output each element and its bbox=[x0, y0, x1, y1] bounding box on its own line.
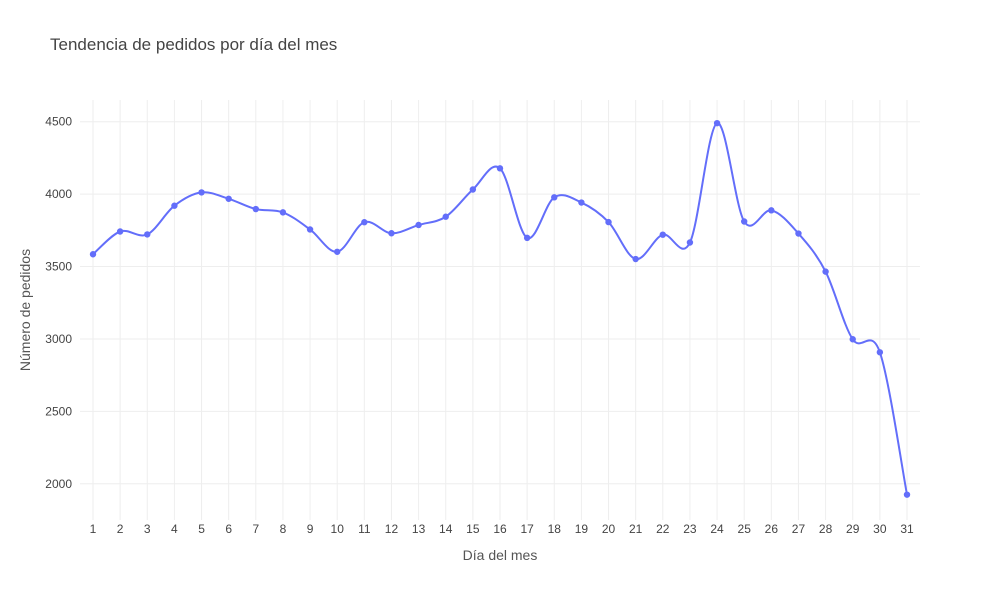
x-tick-label: 16 bbox=[493, 522, 507, 536]
y-tick-label: 3000 bbox=[45, 332, 72, 346]
grid bbox=[80, 100, 920, 520]
x-tick-label: 22 bbox=[656, 522, 670, 536]
data-point bbox=[903, 491, 911, 498]
data-point bbox=[334, 248, 341, 255]
x-tick-label: 30 bbox=[873, 522, 887, 536]
data-point bbox=[306, 226, 314, 233]
y-tick-label: 4500 bbox=[45, 115, 72, 129]
x-tick-label: 28 bbox=[819, 522, 833, 536]
data-point bbox=[361, 219, 368, 226]
x-tick-label: 29 bbox=[846, 522, 860, 536]
data-point bbox=[279, 209, 287, 216]
x-tick-label: 3 bbox=[144, 522, 151, 536]
x-tick-label: 25 bbox=[738, 522, 752, 536]
x-tick-label: 21 bbox=[629, 522, 643, 536]
x-tick-label: 12 bbox=[385, 522, 399, 536]
x-tick-label: 11 bbox=[358, 522, 371, 536]
x-tick-label: 31 bbox=[900, 522, 914, 536]
x-tick-label: 1 bbox=[90, 522, 97, 536]
data-point bbox=[741, 218, 748, 225]
data-point bbox=[171, 202, 178, 209]
x-tick-label: 20 bbox=[602, 522, 616, 536]
x-tick-label: 13 bbox=[412, 522, 426, 536]
data-point bbox=[659, 231, 666, 238]
data-point bbox=[415, 221, 422, 229]
data-point bbox=[605, 218, 612, 226]
data-point bbox=[89, 251, 97, 258]
series-line bbox=[92, 122, 908, 495]
data-point bbox=[496, 165, 504, 172]
data-point bbox=[822, 268, 829, 275]
chart-title: Tendencia de pedidos por día del mes bbox=[50, 35, 337, 54]
x-tick-label: 14 bbox=[439, 522, 453, 536]
y-tick-label: 3500 bbox=[45, 260, 72, 274]
data-point bbox=[686, 239, 694, 246]
y-axis-ticks: 2000 2500 3000 3500 4000 4500 bbox=[45, 115, 72, 491]
data-point bbox=[768, 207, 775, 214]
x-tick-label: 5 bbox=[198, 522, 205, 536]
x-tick-label: 18 bbox=[548, 522, 562, 536]
data-point bbox=[252, 205, 259, 213]
x-tick-label: 6 bbox=[225, 522, 232, 536]
data-point bbox=[632, 255, 639, 263]
data-points bbox=[89, 119, 911, 498]
x-axis-ticks: 1 2 3 4 5 6 7 8 9 10 11 12 13 14 15 16 17 18 19 20 21 22 23 24 2… bbox=[90, 522, 914, 536]
x-tick-label: 8 bbox=[280, 522, 287, 536]
data-point bbox=[469, 186, 477, 193]
y-axis-title: Número de pedidos bbox=[17, 249, 33, 371]
x-tick-label: 7 bbox=[252, 522, 259, 536]
data-point bbox=[578, 199, 585, 206]
data-point bbox=[523, 234, 531, 242]
x-tick-label: 4 bbox=[171, 522, 178, 536]
x-tick-label: 24 bbox=[710, 522, 724, 536]
x-tick-label: 10 bbox=[331, 522, 345, 536]
x-tick-label: 19 bbox=[575, 522, 589, 536]
data-point bbox=[849, 336, 856, 343]
data-point bbox=[198, 189, 205, 196]
x-tick-label: 23 bbox=[683, 522, 697, 536]
x-tick-label: 9 bbox=[307, 522, 314, 536]
data-point bbox=[442, 213, 449, 220]
x-tick-label: 15 bbox=[466, 522, 480, 536]
data-point bbox=[551, 194, 558, 201]
data-point bbox=[225, 195, 232, 202]
x-tick-label: 27 bbox=[792, 522, 806, 536]
x-tick-label: 17 bbox=[520, 522, 534, 536]
data-point bbox=[144, 231, 151, 238]
y-tick-label: 4000 bbox=[45, 187, 72, 201]
data-point bbox=[116, 228, 124, 235]
data-point bbox=[795, 230, 802, 237]
data-point bbox=[388, 230, 395, 237]
x-tick-label: 26 bbox=[765, 522, 779, 536]
data-point bbox=[876, 349, 884, 356]
y-tick-label: 2500 bbox=[45, 404, 72, 418]
x-tick-label: 2 bbox=[117, 522, 124, 536]
y-tick-label: 2000 bbox=[45, 477, 72, 491]
x-axis-title: Día del mes bbox=[463, 547, 538, 563]
data-point bbox=[713, 119, 721, 127]
